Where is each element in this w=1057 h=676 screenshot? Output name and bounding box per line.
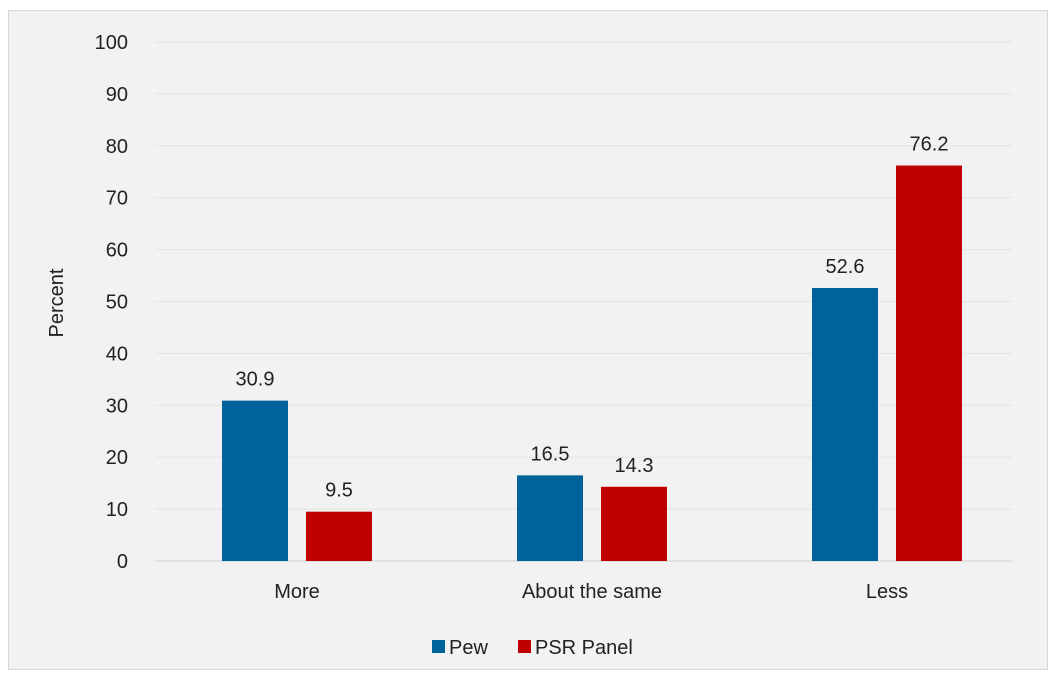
y-tick-label: 10 bbox=[106, 499, 128, 521]
data-label: 9.5 bbox=[325, 480, 353, 502]
y-tick-label: 0 bbox=[117, 551, 128, 573]
data-label: 14.3 bbox=[615, 455, 654, 477]
y-tick-label: 70 bbox=[106, 188, 128, 210]
data-label: 16.5 bbox=[531, 443, 570, 465]
x-axis-ticks: More About the same Less bbox=[274, 581, 908, 603]
legend: Pew PSR Panel bbox=[432, 637, 633, 659]
data-labels: 30.9 16.5 52.6 9.5 14.3 76.2 bbox=[236, 134, 949, 502]
y-tick-label: 50 bbox=[106, 292, 128, 314]
legend-swatch bbox=[518, 640, 531, 653]
bar-psr-panel-0 bbox=[306, 511, 372, 561]
y-axis-label: Percent bbox=[46, 268, 68, 337]
x-tick-label: About the same bbox=[522, 581, 662, 603]
bars bbox=[222, 165, 962, 561]
y-tick-label: 90 bbox=[106, 84, 128, 106]
y-tick-label: 20 bbox=[106, 447, 128, 469]
bar-pew-1 bbox=[517, 475, 583, 561]
y-tick-label: 60 bbox=[106, 240, 128, 262]
bar-pew-2 bbox=[812, 288, 878, 561]
bar-psr-panel-1 bbox=[601, 486, 667, 561]
y-tick-label: 80 bbox=[106, 136, 128, 158]
y-tick-label: 30 bbox=[106, 395, 128, 417]
legend-swatch bbox=[432, 640, 445, 653]
bar-pew-0 bbox=[222, 400, 288, 561]
legend-label: Pew bbox=[449, 637, 488, 659]
data-label: 76.2 bbox=[910, 134, 949, 156]
y-axis-ticks: 0 10 20 30 40 50 60 70 80 90 100 bbox=[95, 32, 128, 573]
bar-psr-panel-2 bbox=[896, 165, 962, 561]
y-tick-label: 40 bbox=[106, 343, 128, 365]
legend-label: PSR Panel bbox=[535, 637, 633, 659]
y-tick-label: 100 bbox=[95, 32, 128, 54]
x-tick-label: Less bbox=[866, 581, 908, 603]
x-tick-label: More bbox=[274, 581, 320, 603]
data-label: 52.6 bbox=[826, 256, 865, 278]
data-label: 30.9 bbox=[236, 369, 275, 391]
